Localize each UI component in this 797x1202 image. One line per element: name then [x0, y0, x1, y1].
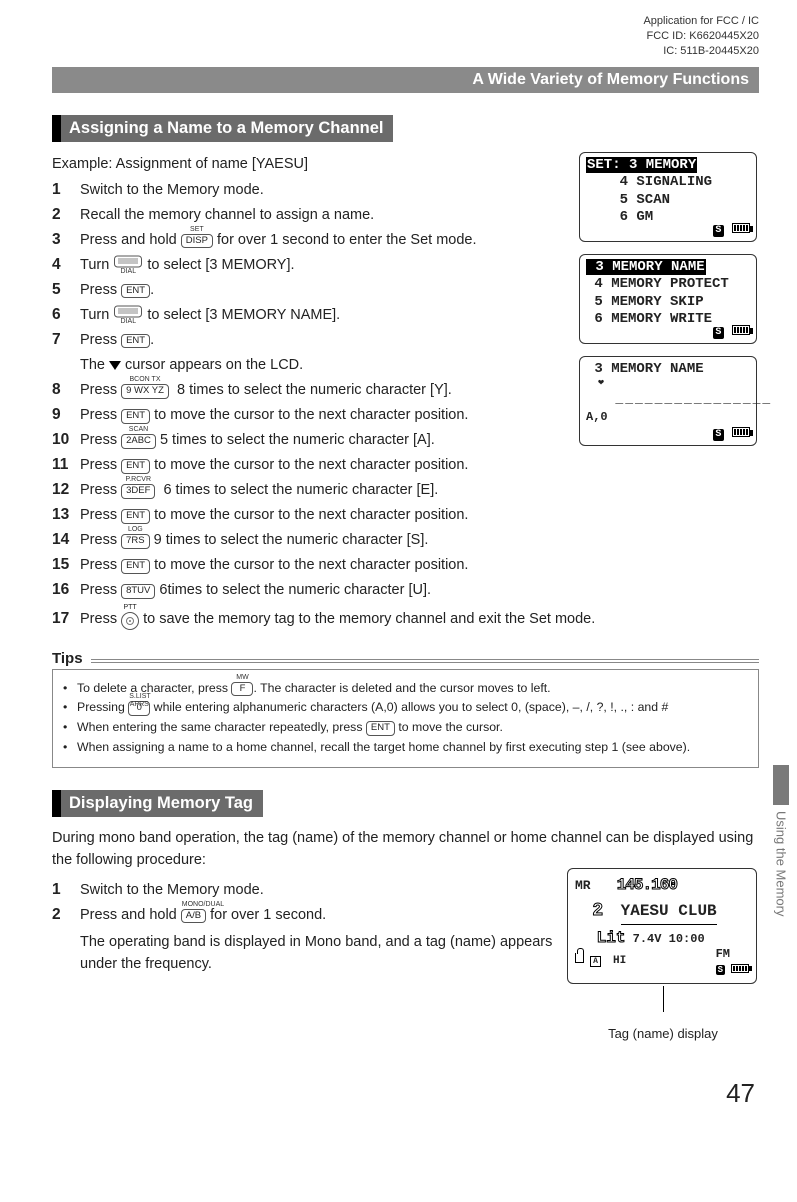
ptt-icon — [121, 612, 139, 630]
pointer-line — [663, 986, 664, 1012]
key-8: 8TUV — [121, 584, 155, 598]
side-tab: Using the Memory — [769, 765, 793, 935]
section-title-2: Displaying Memory Tag — [52, 790, 263, 817]
step: Press LOG7RS 9 times to select the numer… — [80, 529, 759, 551]
ent-key: ENT — [121, 409, 150, 423]
chapter-banner: A Wide Variety of Memory Functions — [52, 67, 759, 93]
ent-key: ENT — [121, 284, 150, 298]
step: Press BCON TX9 WX YZ 8 times to select t… — [80, 379, 567, 401]
lcd-screen-2: 3 MEMORY NAME 4 MEMORY PROTECT 5 MEMORY … — [579, 254, 757, 344]
step: Turn DIAL to select [3 MEMORY NAME]. — [80, 304, 567, 326]
lcd4-volt: 7.4V — [633, 932, 662, 946]
lcd1-r3: 5 SCAN — [586, 192, 750, 210]
lcd2-r2: 4 MEMORY PROTECT — [586, 276, 750, 294]
dial-icon: DIAL — [113, 255, 143, 273]
fcc-line: IC: 511B-20445X20 — [52, 44, 759, 59]
tips-box: •To delete a character, press MWF. The c… — [52, 669, 759, 768]
ab-key: MONO/DUALA/B — [181, 909, 206, 923]
key-7: LOG7RS — [121, 534, 149, 548]
side-tab-label: Using the Memory — [774, 811, 789, 916]
lcd-screen-1: SET: 3 MEMORY 4 SIGNALING 5 SCAN 6 GM S — [579, 152, 757, 242]
fcc-line: Application for FCC / IC — [52, 14, 759, 29]
lcd4-time: 10:00 — [669, 932, 705, 946]
step: Switch to the Memory mode. — [80, 179, 567, 201]
dial-icon: DIAL — [113, 305, 143, 323]
ent-key: ENT — [121, 559, 150, 573]
lcd3-r4: A,0 — [586, 410, 608, 425]
step: Press ENT. — [80, 329, 567, 351]
ent-key: ENT — [121, 459, 150, 473]
lcd4-mr: MR — [575, 878, 591, 893]
lcd2-r1: 3 MEMORY NAME — [586, 259, 706, 275]
lcd3-r3: ________________ — [586, 391, 750, 407]
disp-key: SETDISP — [181, 234, 213, 248]
step: Press PTT to save the memory tag to the … — [80, 603, 759, 634]
step: Recall the memory channel to assign a na… — [80, 204, 567, 226]
tip: When assigning a name to a home channel,… — [77, 739, 690, 757]
lcd4-name: YAESU CLUB — [621, 899, 717, 926]
section-title-1: Assigning a Name to a Memory Channel — [52, 115, 393, 142]
ent-key: ENT — [121, 509, 150, 523]
ent-key: ENT — [366, 721, 395, 735]
lcd4-fm: FM — [716, 947, 730, 961]
a-box-icon: A — [590, 956, 601, 967]
tip: Pressing S.LIST APRS0 while entering alp… — [77, 699, 668, 717]
lcd-screen-4: MR 145.160 2 YAESU CLUB Lit 7.4V 10:00 A… — [567, 868, 757, 984]
step: Press ENT to move the cursor to the next… — [80, 404, 567, 426]
down-arrow-icon — [109, 361, 121, 370]
lcd2-r3: 5 MEMORY SKIP — [586, 294, 750, 312]
step: Press ENT to move the cursor to the next… — [80, 454, 567, 476]
step: Press and hold MONO/DUALA/B for over 1 s… — [80, 904, 555, 926]
fcc-header: Application for FCC / IC FCC ID: K662044… — [52, 14, 759, 59]
f-key: MWF — [231, 682, 253, 696]
step: Press 8TUV 6times to select the numeric … — [80, 579, 759, 601]
step: Press ENT. — [80, 279, 567, 301]
step: Press ENT to move the cursor to the next… — [80, 504, 759, 526]
lcd3-r2: ❤ — [586, 378, 750, 391]
lcd-screen-3: 3 MEMORY NAME ❤ ________________ A,0 S — [579, 356, 757, 446]
lcd4-caption: Tag (name) display — [567, 1024, 759, 1044]
tips-header: Tips — [52, 650, 759, 667]
step: Press P.RCVR3DEF 6 times to select the n… — [80, 479, 759, 501]
lcd1-r2: 4 SIGNALING — [586, 174, 750, 192]
section2-intro: During mono band operation, the tag (nam… — [52, 827, 759, 872]
key-9: BCON TX9 WX YZ — [121, 384, 169, 398]
lock-icon — [575, 953, 584, 963]
step: Switch to the Memory mode. — [80, 879, 555, 901]
ent-key: ENT — [121, 334, 150, 348]
lcd4-hi: HI — [613, 955, 626, 967]
key-2: SCAN2ABC — [121, 434, 156, 448]
tip: When entering the same character repeate… — [77, 719, 503, 737]
key-0: S.LIST APRS0 — [128, 701, 150, 715]
step: Press and hold SETDISP for over 1 second… — [80, 229, 567, 251]
fcc-line: FCC ID: K6620445X20 — [52, 29, 759, 44]
lcd4-ch: 2 — [592, 901, 603, 921]
lcd3-r1: 3 MEMORY NAME — [586, 361, 750, 379]
step: Press SCAN2ABC 5 times to select the num… — [80, 429, 567, 451]
page-number: 47 — [52, 1078, 759, 1109]
lcd1-r1: SET: 3 MEMORY — [586, 157, 697, 173]
lcd4-freq: 145.160 — [617, 876, 677, 894]
key-3: P.RCVR3DEF — [121, 484, 155, 498]
step: Press ENT to move the cursor to the next… — [80, 554, 759, 576]
step: Turn DIAL to select [3 MEMORY]. — [80, 254, 567, 276]
